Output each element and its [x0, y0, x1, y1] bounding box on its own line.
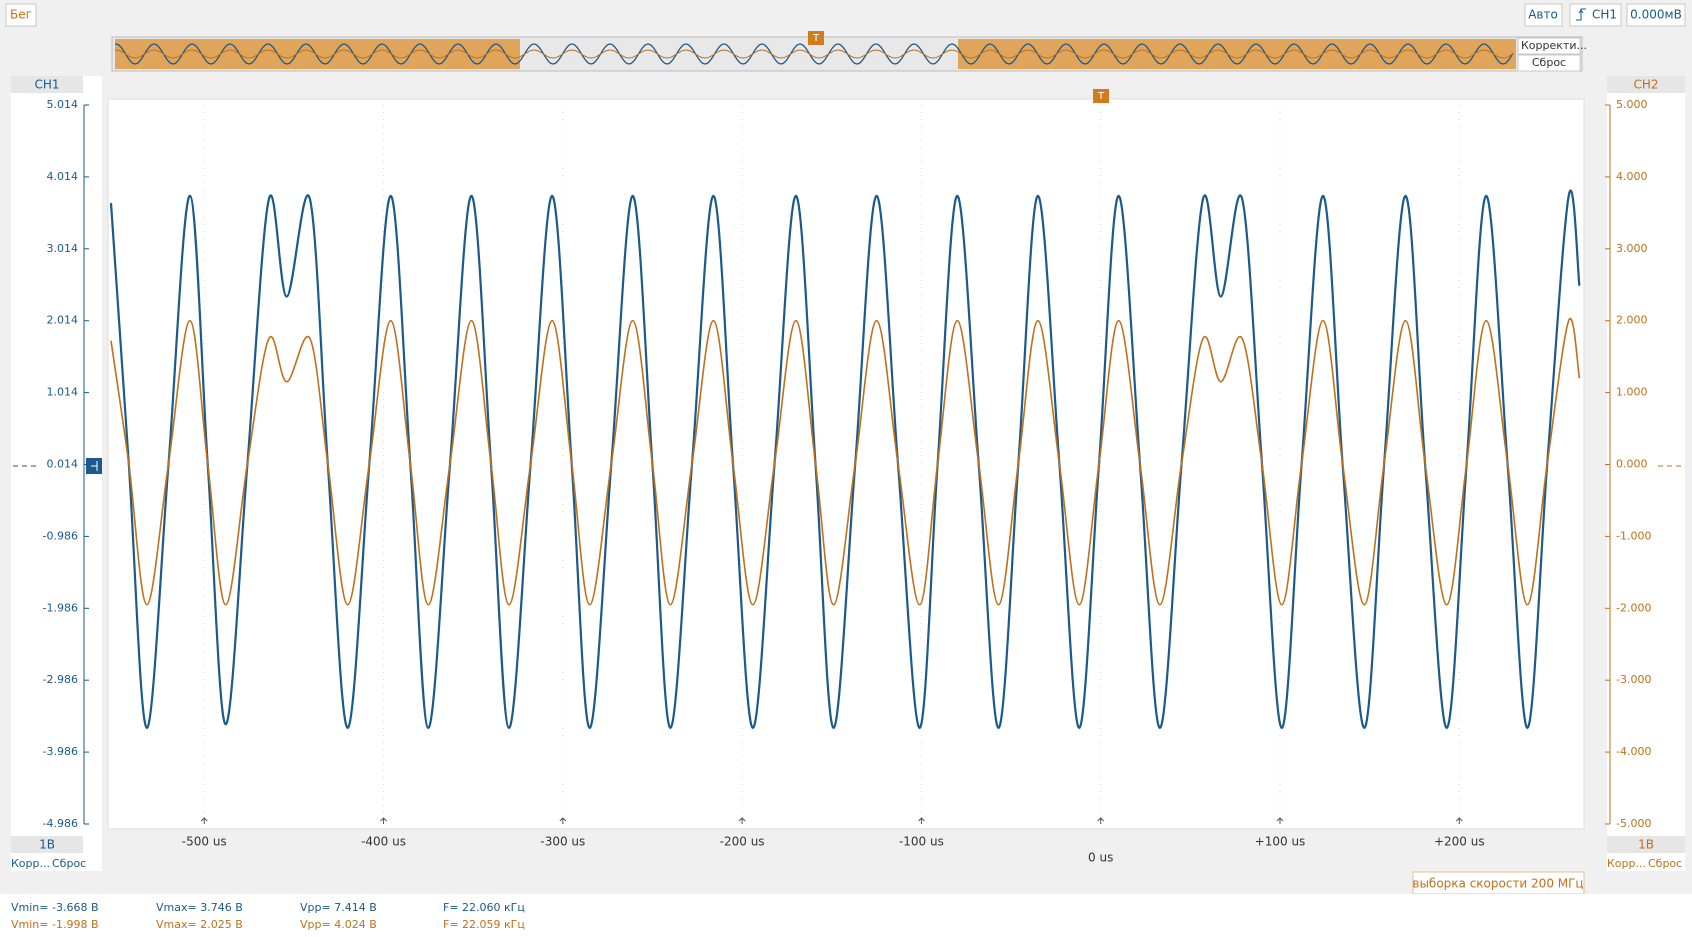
overview-adjust-button[interactable]	[1517, 37, 1581, 55]
y-tick-label: 1.014	[47, 386, 79, 399]
overview-trace	[115, 43, 1514, 65]
ch2-label: CH2	[1633, 78, 1658, 92]
ch1-offset-glyph	[91, 461, 98, 471]
x-tick	[1455, 817, 1463, 824]
trace	[110, 317, 1581, 606]
traces	[109, 189, 1581, 730]
ch1-header	[11, 76, 83, 93]
y2-tick-label: 4.000	[1616, 170, 1648, 183]
measurement: Vmax= 2.025 В	[156, 918, 243, 931]
measurement: F= 22.059 кГц	[443, 918, 525, 931]
x-tick	[918, 817, 925, 824]
measurement: Vpp= 7.414 В	[300, 901, 377, 914]
trigger-position-marker[interactable]	[1093, 89, 1109, 103]
measurement: Vmin= -3.668 В	[11, 901, 98, 914]
trigger-marker-text: T	[812, 33, 820, 44]
trigger-mode-button[interactable]	[1524, 3, 1563, 27]
y-tick-label: 3.014	[47, 242, 79, 255]
x-tick-label: +200 us	[1434, 835, 1485, 849]
overview-reset: Сброс	[1532, 56, 1566, 69]
y-tick-label: 5.014	[47, 98, 79, 111]
overview-trigger-marker	[808, 31, 824, 45]
ch2-header	[1607, 76, 1685, 93]
x-tick-label: 0 us	[1088, 851, 1113, 865]
ch1-label: CH1	[34, 78, 59, 92]
trace	[109, 189, 1581, 730]
measurement: Vpp= 4.024 В	[300, 918, 377, 931]
x-tick-label: -300 us	[540, 835, 585, 849]
run-state: Бег	[10, 8, 32, 22]
x-tick-label: -200 us	[720, 835, 765, 849]
ch1-scale: 1В	[39, 838, 55, 852]
trigger-level: 0.000мВ	[1630, 8, 1682, 22]
y-tick-label: -0.986	[43, 529, 78, 542]
y2-tick-label: -4.000	[1616, 745, 1651, 758]
x-tick	[1097, 817, 1105, 824]
x-tick	[200, 817, 208, 824]
y2-tick-label: 1.000	[1616, 386, 1648, 399]
x-tick	[559, 817, 567, 824]
ch1-scale-box[interactable]	[11, 836, 83, 853]
y-tick-label: -2.986	[43, 673, 78, 686]
y-tick-label: 0.014	[47, 458, 79, 471]
y2-tick-label: 0.000	[1616, 458, 1648, 471]
overview-trace	[115, 49, 1514, 59]
y2-tick-label: 5.000	[1616, 98, 1648, 111]
trigger-mode: Авто	[1528, 8, 1558, 22]
trigger-marker-text: T	[1097, 91, 1105, 102]
trigger-source: CH1	[1592, 8, 1617, 22]
ch2-scale: 1В	[1638, 838, 1654, 852]
y2-tick-label: 2.000	[1616, 314, 1648, 327]
run-button[interactable]	[5, 3, 37, 27]
overview-waveform	[115, 43, 1514, 65]
ch2-adjust[interactable]: Корр...	[1607, 857, 1646, 870]
x-tick	[380, 817, 387, 824]
y2-tick-label: 3.000	[1616, 242, 1648, 255]
x-tick-label: -400 us	[361, 835, 406, 849]
y2-tick-label: -3.000	[1616, 673, 1651, 686]
y-tick-label: -3.986	[43, 745, 78, 758]
ch1-reset[interactable]: Сброс	[52, 857, 86, 870]
y-tick-label: 2.014	[47, 314, 79, 327]
ch2-panel	[1607, 76, 1685, 871]
measurement: Vmax= 3.746 В	[156, 901, 243, 914]
ch2-scale-box[interactable]	[1607, 836, 1685, 853]
sample-rate: выборка скорости 200 МГц	[1412, 877, 1583, 891]
edge-icon	[1576, 8, 1586, 21]
x-tick	[1276, 817, 1284, 824]
overview-reset-button[interactable]	[1517, 54, 1581, 72]
trigger-level-button[interactable]	[1626, 3, 1686, 27]
measurements: Vmin= -3.668 В Vmax= 3.746 В Vpp= 7.414 В F…	[11, 901, 525, 931]
measurement: F= 22.060 кГц	[443, 901, 525, 914]
y-tick-label: -4.986	[43, 817, 78, 830]
grid	[203, 105, 1460, 824]
plot-area	[107, 98, 1585, 830]
measurement: Vmin= -1.998 В	[11, 918, 98, 931]
y-tick-label: 4.014	[47, 170, 79, 183]
ch2-reset[interactable]: Сброс	[1648, 857, 1682, 870]
y2-tick-label: -2.000	[1616, 601, 1651, 614]
x-tick-label: -100 us	[899, 835, 944, 849]
y2-tick-label: -5.000	[1616, 817, 1651, 830]
x-tick	[738, 817, 746, 824]
x-tick-label: +100 us	[1255, 835, 1306, 849]
y2-tick-label: -1.000	[1616, 529, 1651, 542]
y-tick-label: -1.986	[43, 601, 78, 614]
ch1-adjust[interactable]: Корр...	[11, 857, 50, 870]
x-tick-label: -500 us	[182, 835, 227, 849]
measurements-panel	[0, 894, 1692, 940]
overview-adjust: Корректи...	[1521, 39, 1587, 52]
